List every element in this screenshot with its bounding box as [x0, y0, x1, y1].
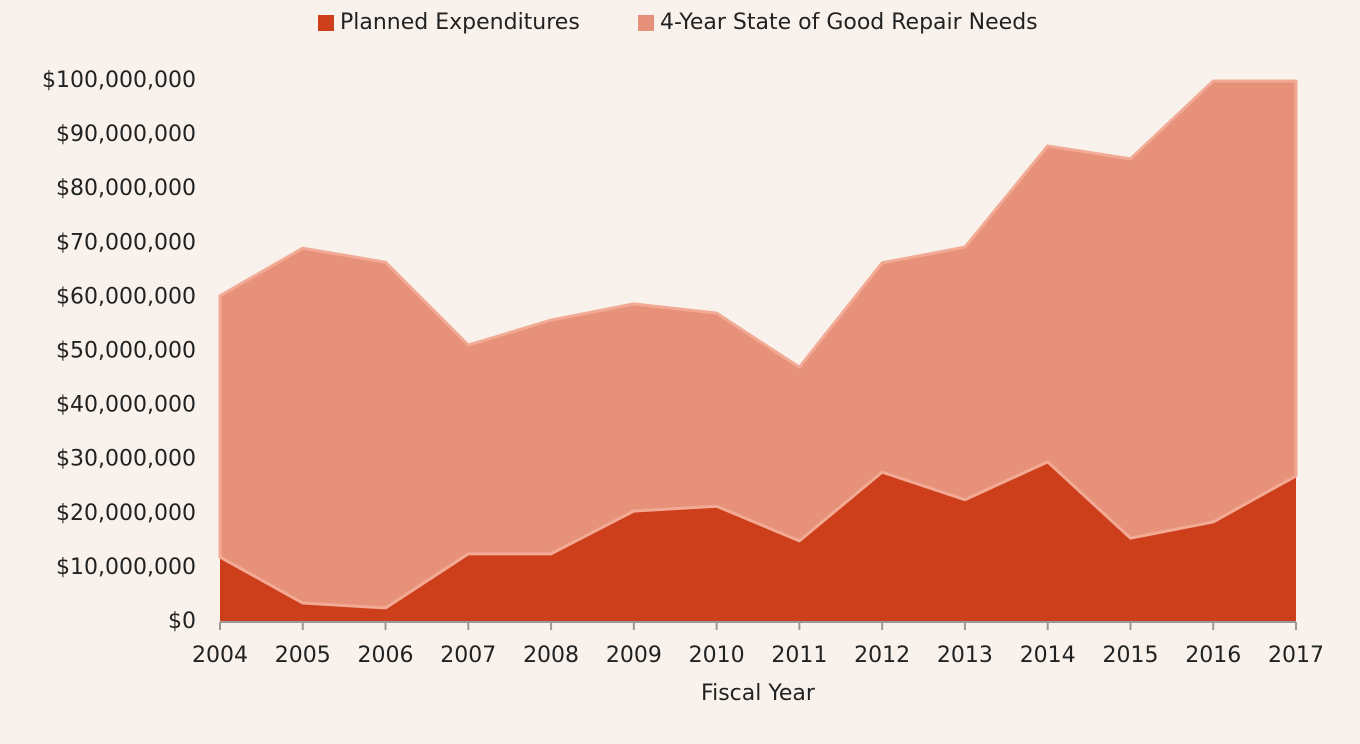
x-tick-label: 2011 — [771, 643, 827, 668]
x-tick-label: 2005 — [275, 643, 331, 668]
y-tick-label: $90,000,000 — [56, 122, 196, 147]
x-tick-label: 2014 — [1020, 643, 1076, 668]
x-tick-label: 2015 — [1102, 643, 1158, 668]
y-tick-label: $40,000,000 — [56, 393, 196, 418]
y-tick-label: $70,000,000 — [56, 230, 196, 255]
x-tick-label: 2017 — [1268, 643, 1324, 668]
y-tick-label: $80,000,000 — [56, 176, 196, 201]
y-tick-label: $30,000,000 — [56, 447, 196, 472]
y-tick-label: $10,000,000 — [56, 555, 196, 580]
y-tick-label: $20,000,000 — [56, 501, 196, 526]
y-tick-label: $50,000,000 — [56, 339, 196, 364]
x-tick-label: 2013 — [937, 643, 993, 668]
x-tick-label: 2016 — [1185, 643, 1241, 668]
x-axis-label: Fiscal Year — [701, 681, 816, 706]
x-tick-label: 2007 — [440, 643, 496, 668]
x-tick-label: 2008 — [523, 643, 579, 668]
y-tick-label: $100,000,000 — [42, 68, 196, 93]
legend-label: Planned Expenditures — [340, 10, 580, 35]
area — [218, 79, 1298, 610]
x-tick-label: 2004 — [192, 643, 248, 668]
x-tick-label: 2009 — [606, 643, 662, 668]
y-tick-label: $60,000,000 — [56, 284, 196, 309]
area — [220, 461, 1296, 622]
legend-swatch — [318, 15, 334, 31]
legend-label: 4-Year State of Good Repair Needs — [660, 10, 1038, 35]
x-tick-label: 2010 — [689, 643, 745, 668]
legend-swatch — [638, 15, 654, 31]
y-tick-label: $0 — [168, 609, 196, 634]
x-tick-label: 2012 — [854, 643, 910, 668]
x-tick-label: 2006 — [358, 643, 414, 668]
